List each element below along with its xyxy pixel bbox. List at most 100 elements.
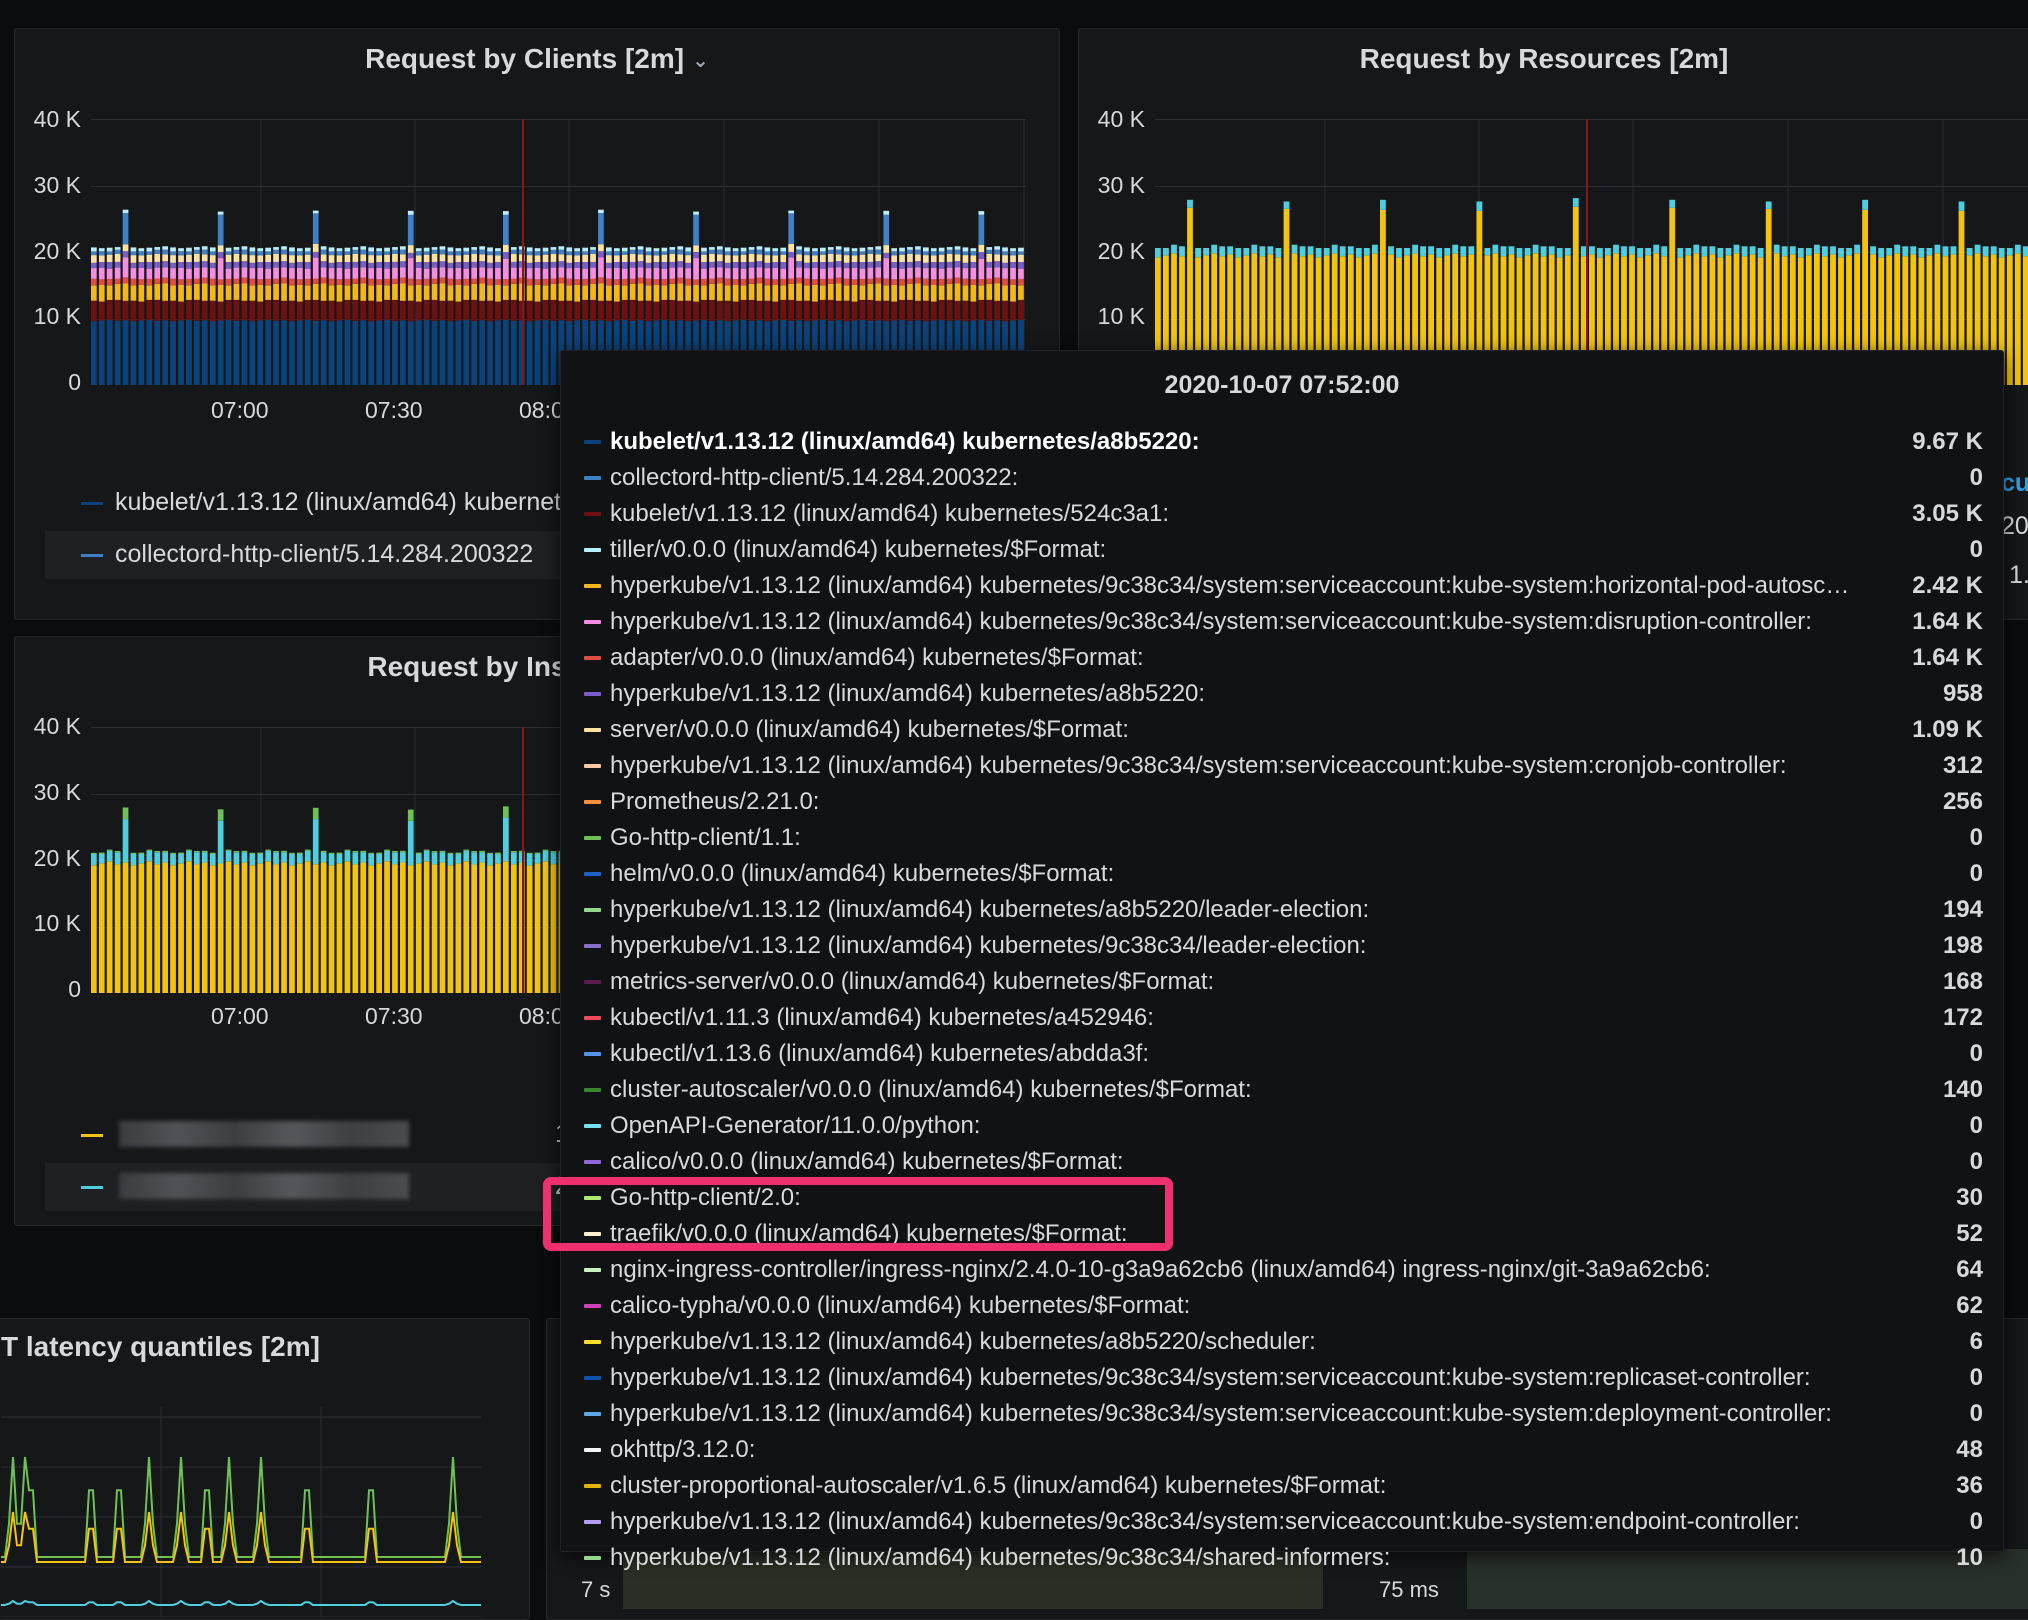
bar (487, 854, 493, 866)
bar (923, 268, 929, 279)
bar (1323, 255, 1330, 385)
bar (233, 278, 240, 284)
bar (1902, 256, 1909, 385)
bar (915, 267, 921, 278)
bar (685, 255, 691, 263)
bar (820, 254, 826, 262)
series-value: 0 (1969, 1508, 1983, 1535)
series-name: hyperkube/v1.13.12 (linux/amd64) kuberne… (610, 896, 1370, 923)
bar (867, 261, 874, 268)
bar (740, 299, 747, 320)
bar (645, 262, 652, 269)
bar (534, 320, 541, 385)
bar (352, 249, 359, 254)
panel-title[interactable]: Request by Resources [2m] (1359, 43, 1729, 74)
bar (114, 283, 121, 300)
bar (1958, 210, 1965, 385)
bar (875, 267, 882, 278)
bar (376, 320, 382, 385)
bar (186, 861, 192, 993)
bar (843, 285, 850, 301)
bar (867, 278, 874, 284)
bar (336, 248, 343, 252)
bar (827, 299, 834, 321)
bar (883, 278, 890, 286)
bar (122, 807, 129, 820)
series-swatch (584, 872, 601, 876)
bar (1717, 257, 1724, 385)
bar (352, 283, 359, 300)
bar (170, 251, 176, 256)
bar (780, 278, 787, 286)
bar (1524, 255, 1531, 385)
bar (225, 254, 232, 262)
bar (1870, 246, 1876, 255)
line-chart[interactable] (1, 1407, 481, 1617)
bar (384, 268, 390, 279)
bar (534, 852, 541, 855)
bar (249, 865, 256, 993)
bar (812, 255, 818, 262)
bar (946, 261, 953, 268)
bar (661, 285, 668, 300)
bar (558, 246, 565, 250)
bar (1613, 244, 1619, 254)
bar (677, 277, 684, 284)
bar (344, 278, 351, 286)
bar (297, 301, 303, 321)
bar (265, 251, 271, 255)
bar (170, 852, 176, 854)
bar (970, 285, 977, 302)
bar (209, 247, 216, 252)
bar (209, 285, 216, 301)
series-value: 256 (1942, 788, 1983, 815)
bar (582, 299, 588, 320)
chevron-down-icon[interactable]: ⌄ (692, 50, 709, 73)
bar (764, 262, 771, 269)
bar (233, 253, 240, 262)
bar (962, 285, 969, 301)
stacked-bar-chart[interactable] (1155, 119, 2028, 385)
bar (289, 852, 295, 854)
bar (796, 300, 802, 321)
bar (1412, 244, 1418, 254)
bar (717, 246, 723, 250)
bar (368, 262, 374, 269)
bar (233, 299, 240, 321)
bar (91, 865, 97, 993)
bar (1163, 248, 1169, 256)
bar (91, 247, 97, 252)
bar (1669, 199, 1676, 208)
bar (780, 251, 787, 255)
bar (447, 300, 454, 322)
bar (154, 851, 161, 853)
bar (106, 268, 113, 279)
bar (368, 247, 374, 252)
bar (511, 253, 517, 262)
bar (320, 862, 327, 993)
bar (297, 852, 303, 855)
bar (368, 854, 374, 866)
bar (233, 247, 240, 250)
stacked-bar-chart[interactable] (91, 119, 1026, 385)
tooltip-row: Go-http-client/1.1: 0 (581, 819, 1983, 855)
bar (170, 285, 176, 301)
bar (178, 852, 184, 855)
bar (859, 278, 866, 286)
bar (598, 209, 604, 213)
bar (598, 213, 604, 245)
bar (352, 864, 359, 993)
bar (645, 255, 652, 263)
bar (265, 285, 271, 300)
panel-title-text[interactable]: Request by Clients [2m] (365, 43, 685, 74)
panel-title[interactable]: Request by Clients [2m] ⌄ (15, 43, 1059, 75)
bar (98, 255, 105, 262)
bar (1018, 251, 1024, 255)
panel-title[interactable]: T latency quantiles [2m] (1, 1331, 320, 1362)
bar (550, 278, 557, 284)
bar (938, 285, 945, 300)
legend-swatch (81, 502, 103, 505)
bar (962, 247, 969, 252)
bar (764, 255, 771, 263)
bar (1757, 257, 1764, 385)
